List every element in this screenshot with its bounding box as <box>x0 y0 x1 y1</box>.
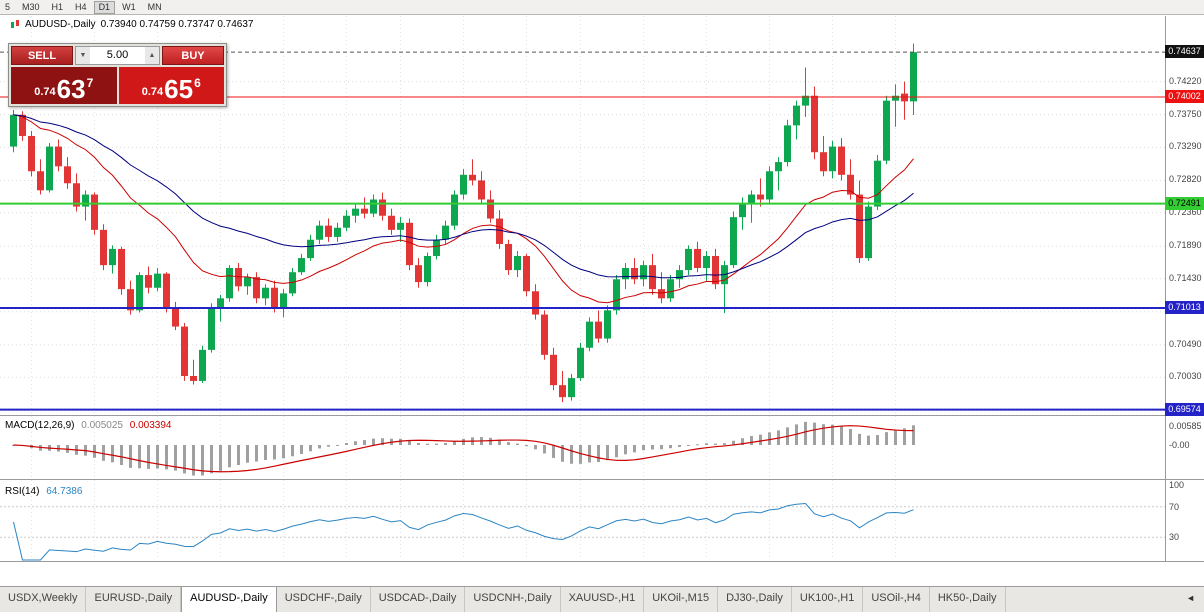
macd-signal-value: 0.003394 <box>129 420 172 431</box>
chart-tab-usdchf-daily[interactable]: USDCHF-,Daily <box>277 587 371 612</box>
chart-tab-ukoil-m15[interactable]: UKOil-,M15 <box>644 587 719 612</box>
candlestick-series <box>10 43 917 403</box>
tab-scroll-left-icon[interactable]: ◄ <box>1186 593 1195 603</box>
sell-price-prefix: 0.74 <box>34 86 56 98</box>
sell-price-pips: 63 <box>56 74 86 104</box>
buy-price-prefix: 0.74 <box>141 86 164 98</box>
chart-tab-usdcnh-daily[interactable]: USDCNH-,Daily <box>465 587 561 612</box>
timeframe-button-mn[interactable]: MN <box>147 1 162 12</box>
horizontal-price-lines <box>0 51 1166 411</box>
buy-button[interactable]: BUY <box>162 46 224 65</box>
chart-tab-uk100-h1[interactable]: UK100-,H1 <box>792 587 864 612</box>
chart-ohlc-values: 0.73940 0.74759 0.73747 0.74637 <box>100 19 254 30</box>
chart-tab-usoil-h4[interactable]: USOil-,H4 <box>863 587 930 612</box>
date-axis[interactable] <box>0 562 1204 586</box>
chart-title: AUDUSD-,Daily 0.73940 0.74759 0.73747 0.… <box>10 19 254 30</box>
one-click-trading-panel: SELL ▼ 5.00 ▲ BUY 0.74 63 7 0.74 65 6 <box>8 43 227 107</box>
chart-tab-bar: USDX,Weekly EURUSD-,Daily AUDUSD-,Daily USD… <box>0 586 1204 612</box>
volume-input[interactable]: ▼ 5.00 ▲ <box>75 46 160 65</box>
timeframe-button-d1[interactable]: D1 <box>93 0 116 14</box>
buy-price-point: 6 <box>194 76 201 90</box>
timeframe-button-h1[interactable]: H1 <box>51 1 64 12</box>
timeframe-button-h4[interactable]: H4 <box>75 1 87 12</box>
chart-tab-dj30-daily[interactable]: DJ30-,Daily <box>718 587 792 612</box>
rsi-indicator-label: RSI(14) 64.7386 <box>5 486 82 497</box>
timeframe-button-5[interactable]: 5 <box>5 1 11 12</box>
chart-tab-audusd-daily[interactable]: AUDUSD-,Daily <box>181 587 277 612</box>
candlestick-chart-icon <box>10 20 20 29</box>
chart-tab-xauusd-h1[interactable]: XAUUSD-,H1 <box>561 587 645 612</box>
chart-symbol-period: AUDUSD-,Daily <box>25 19 96 30</box>
sell-price-display[interactable]: 0.74 63 7 <box>11 67 117 104</box>
macd-main-value: 0.005025 <box>81 420 123 431</box>
panel-splitters <box>0 16 1204 562</box>
chart-tab-eurusd-daily[interactable]: EURUSD-,Daily <box>86 587 182 612</box>
sell-button[interactable]: SELL <box>11 46 73 65</box>
timeframe-button-m30[interactable]: M30 <box>22 1 40 12</box>
chart-tab-hk50-daily[interactable]: HK50-,Daily <box>930 587 1006 612</box>
sell-price-point: 7 <box>86 76 94 90</box>
chart-tab-usdcad-daily[interactable]: USDCAD-,Daily <box>371 587 466 612</box>
chart-tab-usdx-weekly[interactable]: USDX,Weekly <box>0 587 87 612</box>
rsi-panel <box>0 502 1166 561</box>
buy-price-display[interactable]: 0.74 65 6 <box>118 67 224 104</box>
timeframe-button-w1[interactable]: W1 <box>122 1 136 12</box>
buy-price-pips: 65 <box>164 74 194 104</box>
macd-indicator-label: MACD(12,26,9) 0.005025 0.003394 <box>5 420 171 431</box>
rsi-value: 64.7386 <box>46 486 83 497</box>
moving-average-lines <box>13 114 914 304</box>
macd-name: MACD(12,26,9) <box>5 420 75 431</box>
macd-signal-line <box>13 425 914 473</box>
timeframe-toolbar: 5 M30 H1 H4 D1 W1 MN <box>0 0 1204 15</box>
volume-value[interactable]: 5.00 <box>106 49 129 61</box>
volume-increase-icon[interactable]: ▲ <box>145 47 159 64</box>
rsi-name: RSI(14) <box>5 486 40 497</box>
volume-decrease-icon[interactable]: ▼ <box>76 47 90 64</box>
